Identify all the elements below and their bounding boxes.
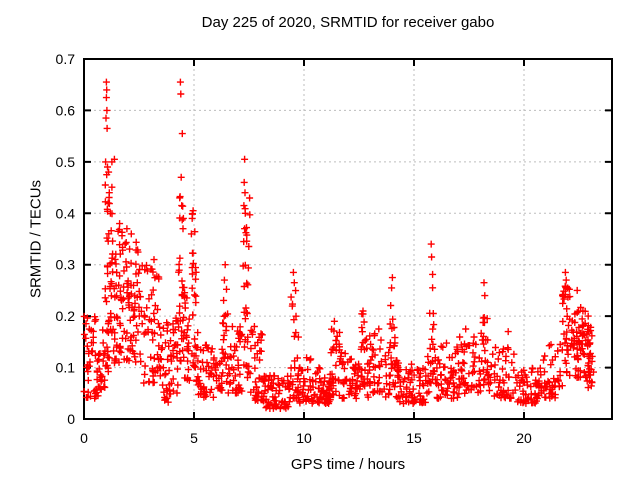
x-axis-label: GPS time / hours — [290, 456, 406, 473]
x-tick-label: 20 — [516, 430, 532, 446]
x-tick-label: 15 — [406, 430, 422, 446]
x-tick-label: 10 — [296, 430, 312, 446]
x-tick-label: 5 — [190, 430, 198, 446]
chart-title: Day 225 of 2020, SRMTID for receiver gab… — [201, 14, 495, 31]
y-tick-label: 0.7 — [56, 51, 76, 67]
y-tick-label: 0.5 — [56, 154, 76, 170]
x-tick-label: 0 — [80, 430, 88, 446]
plot-border — [83, 58, 613, 420]
y-tick-label: 0.6 — [56, 102, 76, 118]
y-tick-label: 0.4 — [56, 205, 76, 221]
y-tick-label: 0.1 — [56, 360, 76, 376]
y-tick-label: 0.3 — [56, 257, 76, 273]
y-axis-label: SRMTID / TECUs — [27, 179, 45, 299]
y-tick-label: 0 — [67, 411, 75, 427]
y-tick-label: 0.2 — [56, 308, 76, 324]
scatter-data-points — [80, 78, 597, 412]
